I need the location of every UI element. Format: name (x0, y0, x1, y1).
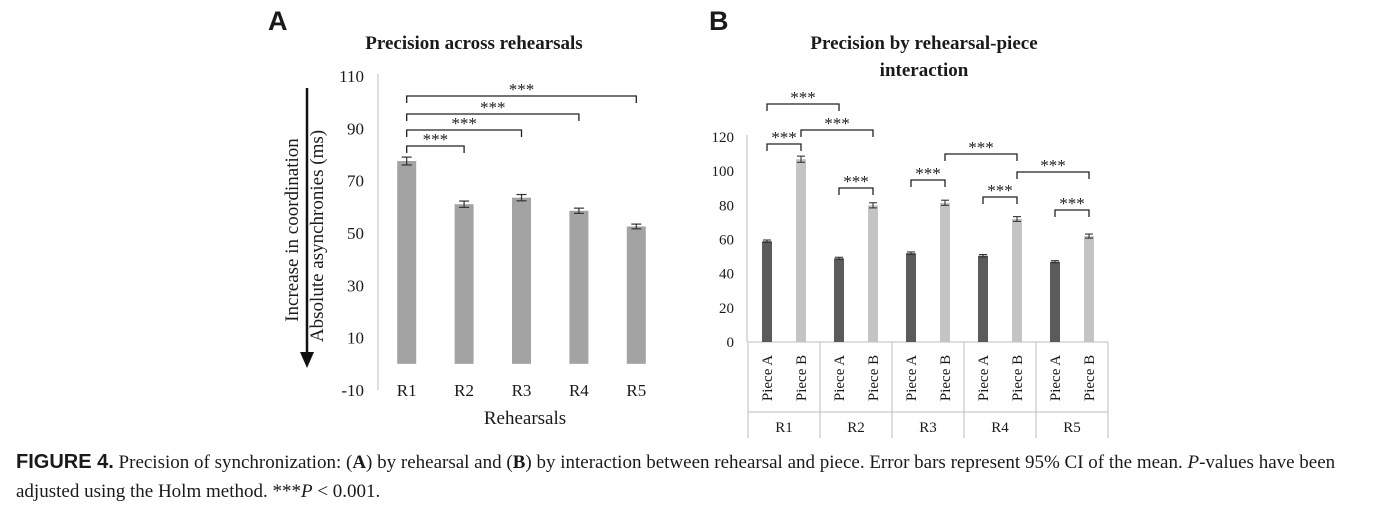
chart-b-subcategory-label: Piece B (938, 355, 954, 401)
chart-a-significance-label: *** (423, 130, 449, 149)
chart-b-bar (978, 255, 988, 342)
chart-b-ytick-label: 60 (719, 233, 734, 249)
chart-a-xlabel: Rehearsals (484, 408, 566, 429)
chart-b-title-line1: Precision by rehearsal-piece (810, 33, 1037, 54)
chart-b-ytick-label: 0 (727, 335, 735, 351)
chart-b-significance-bracket (800, 129, 874, 137)
caption-b: B (512, 452, 526, 473)
caption-p-var: P (1187, 452, 1200, 473)
chart-b-category-label: R2 (847, 420, 865, 436)
chart-b-bar (796, 159, 806, 342)
caption-text-3: ) by interaction between rehearsal and p… (525, 452, 1188, 473)
chart-b-significance-label: *** (824, 114, 850, 133)
chart-a-ytick-label: 50 (347, 224, 364, 243)
chart-a-bar (626, 226, 646, 364)
chart-b-significance-bracket (766, 143, 802, 151)
chart-b-significance-bracket (1054, 209, 1090, 217)
chart-b-bar (940, 202, 950, 342)
chart-a-arrow-head (300, 352, 314, 368)
chart-a-significance-bracket (406, 113, 580, 121)
chart-b-subcategory-label: Piece A (904, 355, 920, 401)
chart-a-bar (569, 210, 589, 364)
chart-b-ytick-label: 80 (719, 198, 734, 214)
chart-b-significance-label: *** (987, 181, 1013, 200)
chart-b-significance-label: *** (1059, 194, 1085, 213)
chart-b-significance-bracket (766, 103, 840, 111)
chart-a-ytick-label: -10 (341, 381, 364, 400)
chart-a-significance-bracket (406, 145, 465, 153)
chart-b-subcategory-label: Piece B (1010, 355, 1026, 401)
chart-a-bar (512, 197, 531, 364)
chart-b: 0 20 40 60 80 100 120 Piece A Piece B R1 Piece A Pi… (712, 88, 1109, 438)
chart-a-ytick-label: 70 (347, 172, 364, 191)
chart-b-title-line2: interaction (880, 60, 969, 81)
chart-a-ytick-label: 110 (339, 67, 364, 86)
caption-text-5: < 0.001. (312, 481, 381, 502)
caption-text-2: ) by rehearsal and ( (366, 452, 513, 473)
chart-b-ytick-label: 40 (719, 267, 734, 283)
chart-a-ytick-label: 30 (347, 276, 364, 295)
chart-b-subcategory-label: Piece B (866, 355, 882, 401)
chart-b-significance-bracket (910, 179, 946, 187)
chart-a-xtick-label: R4 (569, 381, 589, 400)
chart-a-bar (454, 204, 474, 364)
chart-b-significance-bracket (944, 153, 1018, 161)
figure-caption: FIGURE 4. Precision of synchronization: … (16, 448, 1366, 506)
chart-b-subcategory-label: Piece A (832, 355, 848, 401)
chart-b-significance-bracket (982, 196, 1018, 204)
chart-b-bar (1084, 236, 1094, 342)
chart-b-significance-label: *** (968, 138, 994, 157)
chart-b-subcategory-label: Piece A (1048, 355, 1064, 401)
chart-b-significance-bracket (838, 187, 874, 195)
chart-b-significance-bracket (1016, 171, 1090, 179)
chart-b-significance-label: *** (771, 128, 797, 147)
chart-a-significance-label: *** (509, 80, 535, 99)
chart-b-bar (834, 258, 844, 342)
chart-a-bar (397, 161, 417, 364)
panel-a-letter: A (268, 6, 288, 36)
chart-a-arrow-label: Increase in coordination (282, 138, 303, 322)
chart-b-subcategory-label: Piece B (794, 355, 810, 401)
chart-a-significance-bracket (406, 129, 523, 137)
chart-a-ytick-label: 10 (347, 329, 364, 348)
chart-b-category-label: R1 (775, 420, 793, 436)
chart-b-ytick-label: 120 (712, 130, 735, 146)
caption-p-var-2: P (300, 481, 313, 502)
caption-text-1: Precision of synchronization: ( (113, 452, 353, 473)
chart-a-title: Precision across rehearsals (365, 33, 582, 54)
panel-b-letter: B (709, 6, 729, 36)
chart-b-bar (906, 253, 916, 342)
chart-a-xtick-label: R2 (454, 381, 474, 400)
chart-b-significance-label: *** (790, 88, 816, 107)
chart-b-significance-label: *** (1040, 156, 1066, 175)
chart-b-bar (868, 205, 878, 342)
chart-b-category-label: R5 (1063, 420, 1081, 436)
chart-b-ytick-label: 100 (712, 164, 735, 180)
chart-a-ytick-label: 90 (347, 119, 364, 138)
chart-b-significance-label: *** (843, 172, 869, 191)
chart-b-bar (1012, 219, 1022, 342)
chart-b-category-label: R3 (919, 420, 937, 436)
chart-a-xtick-label: R3 (512, 381, 532, 400)
chart-b-subcategory-label: Piece B (1082, 355, 1098, 401)
chart-a-significance-bracket (406, 95, 637, 103)
chart-b-category-label: R4 (991, 420, 1009, 436)
chart-b-subcategory-label: Piece A (760, 355, 776, 401)
chart-b-bar (1050, 261, 1060, 342)
chart-b-significance-label: *** (915, 164, 941, 183)
caption-lead: FIGURE 4. (16, 451, 114, 473)
chart-a-significance-label: *** (480, 98, 506, 117)
chart-b-subcategory-label: Piece A (976, 355, 992, 401)
caption-text-4: -values have been adjusted using the Hol… (16, 452, 1336, 502)
chart-b-ytick-label: 20 (719, 301, 734, 317)
chart-a-ylabel: Absolute asynchronies (ms) (307, 130, 328, 342)
chart-a-xtick-label: R1 (397, 381, 417, 400)
chart-a-significance-label: *** (451, 114, 477, 133)
chart-b-bar (762, 241, 772, 342)
chart-a-xtick-label: R5 (626, 381, 646, 400)
caption-a: A (352, 452, 367, 473)
